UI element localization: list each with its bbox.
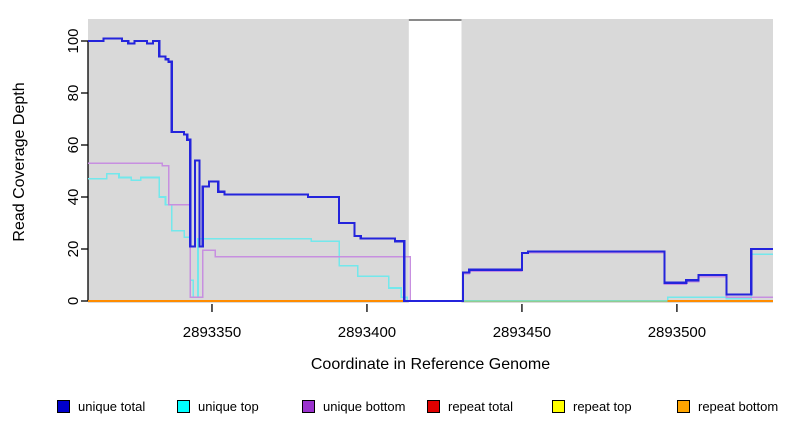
legend-item-unique-total: unique total	[57, 398, 145, 414]
legend-swatch-repeat-bottom	[677, 399, 690, 413]
chart-canvas: 0 20 40 60 80 100 2893350 2893400 2893450 2893500	[65, 19, 773, 341]
series-unique-total-line	[88, 37, 773, 303]
x-tick-label: 2893500	[648, 324, 706, 341]
y-tick-label: 0	[65, 297, 82, 305]
legend-item-repeat-bottom: repeat bottom	[677, 398, 778, 414]
x-tick-label: 2893450	[493, 324, 551, 341]
legend-swatch-unique-top	[177, 399, 190, 413]
legend-swatch-repeat-total	[427, 399, 440, 413]
shaded-region	[88, 19, 409, 303]
y-axis-label: Read Coverage Depth	[11, 82, 28, 242]
legend: unique total unique top unique bottom re…	[0, 398, 792, 416]
legend-swatch-unique-total	[57, 399, 70, 413]
legend-label-unique-total: unique total	[78, 398, 146, 414]
legend-item-repeat-top: repeat top	[552, 398, 632, 414]
y-tick-label: 40	[65, 189, 82, 206]
y-tick-label: 100	[65, 28, 82, 53]
legend-item-unique-bottom: unique bottom	[302, 398, 405, 414]
shaded-region	[461, 19, 773, 303]
legend-label-repeat-top: repeat top	[573, 398, 632, 414]
legend-swatch-unique-bottom	[302, 399, 315, 413]
legend-item-unique-top: unique top	[177, 398, 259, 414]
y-tick-label: 60	[65, 137, 82, 154]
x-axis-label: Coordinate in Reference Genome	[310, 356, 551, 373]
legend-label-repeat-bottom: repeat bottom	[698, 398, 779, 414]
x-tick-label: 2893400	[338, 324, 396, 341]
legend-swatch-repeat-top	[552, 399, 565, 413]
y-tick-label: 80	[65, 85, 82, 102]
legend-label-repeat-total: repeat total	[448, 398, 514, 414]
y-tick-label: 20	[65, 241, 82, 258]
x-tick-label: 2893350	[183, 324, 241, 341]
legend-label-unique-top: unique top	[198, 398, 259, 414]
legend-item-repeat-total: repeat total	[427, 398, 513, 414]
legend-label-unique-bottom: unique bottom	[323, 398, 406, 414]
